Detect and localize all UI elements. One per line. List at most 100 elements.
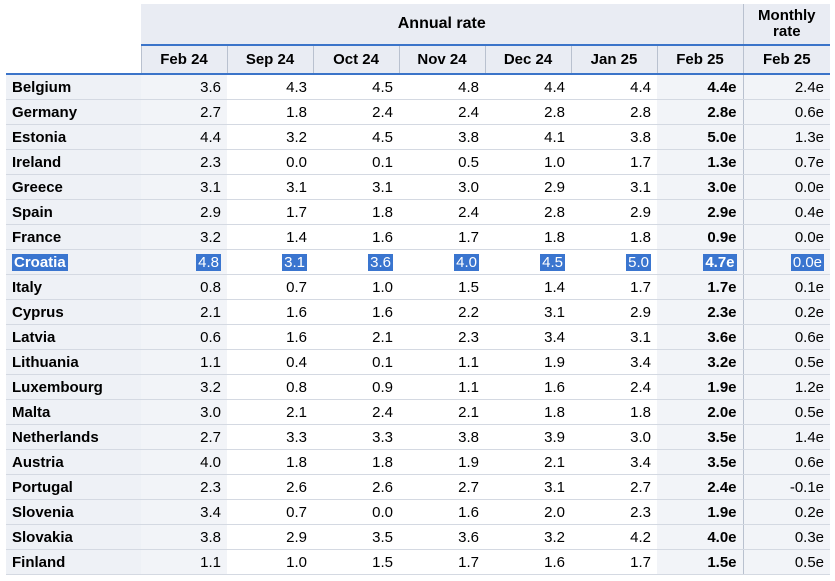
table-row[interactable]: Greece 3.1 3.1 3.1 3.0 2.9 3.1 3.0e 0.0e bbox=[6, 174, 831, 200]
country-name-text: Belgium bbox=[12, 78, 72, 96]
annual-rate-cell: 4.5 bbox=[313, 124, 399, 150]
cell-value: 3.4 bbox=[630, 353, 651, 371]
table-row[interactable]: France 3.2 1.4 1.6 1.7 1.8 1.8 0.9e 0.0e bbox=[6, 224, 831, 250]
cell-value: 4.0 bbox=[200, 453, 221, 471]
table-row[interactable]: Croatia 4.8 3.1 3.6 4.0 4.5 5.0 4.7e 0.0e bbox=[6, 249, 831, 275]
annual-rate-cell: 2.9 bbox=[227, 524, 313, 550]
country-name: Portugal bbox=[6, 474, 141, 500]
annual-rate-cell: 3.8 bbox=[141, 524, 227, 550]
cell-value: 1.1 bbox=[458, 353, 479, 371]
country-name: Estonia bbox=[6, 124, 141, 150]
annual-rate-cell: 2.4 bbox=[313, 399, 399, 425]
cell-value: 0.5e bbox=[794, 353, 825, 371]
table-row[interactable]: Malta 3.0 2.1 2.4 2.1 1.8 1.8 2.0e 0.5e bbox=[6, 399, 831, 425]
annual-rate-cell: 0.7 bbox=[227, 274, 313, 300]
cell-value: 1.9 bbox=[544, 353, 565, 371]
cell-value: 2.4e bbox=[794, 78, 825, 96]
cell-value: 1.4e bbox=[794, 428, 825, 446]
annual-rate-cell: 1.7 bbox=[571, 549, 657, 575]
cell-value: 2.3 bbox=[630, 503, 651, 521]
annual-rate-cell: 2.3 bbox=[141, 474, 227, 500]
cell-value: 1.9 bbox=[458, 453, 479, 471]
annual-rate-cell: 2.0e bbox=[657, 399, 744, 425]
annual-rate-cell: 2.8e bbox=[657, 99, 744, 125]
annual-rate-cell: 1.8 bbox=[485, 399, 571, 425]
annual-rate-cell: 1.6 bbox=[313, 299, 399, 325]
annual-rate-cell: 3.4 bbox=[571, 349, 657, 375]
annual-rate-cell: 1.8 bbox=[313, 199, 399, 225]
table-row[interactable]: Slovenia 3.4 0.7 0.0 1.6 2.0 2.3 1.9e 0.2e bbox=[6, 499, 831, 525]
country-name-text: Luxembourg bbox=[12, 378, 103, 396]
annual-rate-cell: 1.6 bbox=[227, 299, 313, 325]
cell-value: 1.8 bbox=[630, 403, 651, 421]
table-row[interactable]: Cyprus 2.1 1.6 1.6 2.2 3.1 2.9 2.3e 0.2e bbox=[6, 299, 831, 325]
country-name: Ireland bbox=[6, 149, 141, 175]
cell-value: 1.8 bbox=[286, 453, 307, 471]
cell-value: 0.1 bbox=[372, 153, 393, 171]
annual-rate-cell: 1.9 bbox=[399, 449, 485, 475]
cell-value: 4.5 bbox=[372, 128, 393, 146]
cell-value: 5.0e bbox=[707, 128, 737, 146]
cell-value: 1.7 bbox=[630, 153, 651, 171]
cell-value: 1.8 bbox=[372, 203, 393, 221]
cell-value: 3.2 bbox=[544, 528, 565, 546]
table-row[interactable]: Slovakia 3.8 2.9 3.5 3.6 3.2 4.2 4.0e 0.3e bbox=[6, 524, 831, 550]
column-header: Oct 24 bbox=[312, 45, 399, 75]
cell-value: 0.1 bbox=[372, 353, 393, 371]
cell-value: 0.2e bbox=[794, 503, 825, 521]
monthly-rate-cell: 0.1e bbox=[742, 274, 831, 300]
annual-rate-cell: 1.8 bbox=[485, 224, 571, 250]
annual-rate-cell: 1.1 bbox=[399, 374, 485, 400]
annual-rate-cell: 1.6 bbox=[313, 224, 399, 250]
annual-rate-cell: 1.8 bbox=[227, 449, 313, 475]
cell-value: 0.9e bbox=[707, 228, 737, 246]
annual-rate-cell: 2.8 bbox=[571, 99, 657, 125]
cell-value: 2.7 bbox=[200, 428, 221, 446]
column-header: Nov 24 bbox=[398, 45, 485, 75]
table-row[interactable]: Lithuania 1.1 0.4 0.1 1.1 1.9 3.4 3.2e 0.5e bbox=[6, 349, 831, 375]
table-row[interactable]: Luxembourg 3.2 0.8 0.9 1.1 1.6 2.4 1.9e 1.2e bbox=[6, 374, 831, 400]
annual-rate-cell: 1.8 bbox=[313, 449, 399, 475]
cell-value: 2.3 bbox=[200, 153, 221, 171]
annual-rate-cell: 2.9 bbox=[571, 299, 657, 325]
annual-rate-cell: 2.7 bbox=[571, 474, 657, 500]
monthly-rate-header: Monthly rate bbox=[742, 4, 831, 46]
cell-value: 3.0 bbox=[200, 403, 221, 421]
table-row[interactable]: Spain 2.9 1.7 1.8 2.4 2.8 2.9 2.9e 0.4e bbox=[6, 199, 831, 225]
table-row[interactable]: Finland 1.1 1.0 1.5 1.7 1.6 1.7 1.5e 0.5e bbox=[6, 549, 831, 575]
table-row[interactable]: Netherlands 2.7 3.3 3.3 3.8 3.9 3.0 3.5e 1.4e bbox=[6, 424, 831, 450]
monthly-rate-header-line1: Monthly bbox=[758, 7, 816, 24]
cell-value: 1.2e bbox=[794, 378, 825, 396]
cell-value: 3.8 bbox=[200, 528, 221, 546]
annual-rate-cell: 2.9 bbox=[571, 199, 657, 225]
cell-value: 2.1 bbox=[372, 328, 393, 346]
table-row[interactable]: Latvia 0.6 1.6 2.1 2.3 3.4 3.1 3.6e 0.6e bbox=[6, 324, 831, 350]
table-row[interactable]: Austria 4.0 1.8 1.8 1.9 2.1 3.4 3.5e 0.6e bbox=[6, 449, 831, 475]
annual-rate-cell: 3.4 bbox=[571, 449, 657, 475]
monthly-rate-cell: 0.3e bbox=[742, 524, 831, 550]
annual-rate-cell: 5.0e bbox=[657, 124, 744, 150]
monthly-rate-cell: 0.2e bbox=[742, 499, 831, 525]
cell-value: 2.9 bbox=[630, 203, 651, 221]
table-row[interactable]: Estonia 4.4 3.2 4.5 3.8 4.1 3.8 5.0e 1.3e bbox=[6, 124, 831, 150]
annual-rate-cell: 1.5 bbox=[313, 549, 399, 575]
cell-value: 2.7 bbox=[630, 478, 651, 496]
annual-rate-cell: 2.6 bbox=[227, 474, 313, 500]
annual-rate-cell: 2.1 bbox=[227, 399, 313, 425]
cell-value: 3.1 bbox=[286, 178, 307, 196]
table-row[interactable]: Germany 2.7 1.8 2.4 2.4 2.8 2.8 2.8e 0.6e bbox=[6, 99, 831, 125]
annual-rate-cell: 1.7 bbox=[399, 549, 485, 575]
cell-value: 0.0 bbox=[286, 153, 307, 171]
table-row[interactable]: Ireland 2.3 0.0 0.1 0.5 1.0 1.7 1.3e 0.7e bbox=[6, 149, 831, 175]
cell-value: 1.6 bbox=[372, 303, 393, 321]
annual-rate-cell: 3.2 bbox=[485, 524, 571, 550]
cell-value: 1.6 bbox=[544, 378, 565, 396]
table-row[interactable]: Italy 0.8 0.7 1.0 1.5 1.4 1.7 1.7e 0.1e bbox=[6, 274, 831, 300]
annual-rate-cell: 1.0 bbox=[227, 549, 313, 575]
table-row[interactable]: Portugal 2.3 2.6 2.6 2.7 3.1 2.7 2.4e -0.1e bbox=[6, 474, 831, 500]
cell-value: 4.5 bbox=[372, 78, 393, 96]
cell-value: 2.9 bbox=[544, 178, 565, 196]
annual-rate-cell: 4.5 bbox=[313, 74, 399, 100]
cell-value: 2.9 bbox=[286, 528, 307, 546]
table-row[interactable]: Belgium 3.6 4.3 4.5 4.8 4.4 4.4 4.4e 2.4e bbox=[6, 74, 831, 100]
